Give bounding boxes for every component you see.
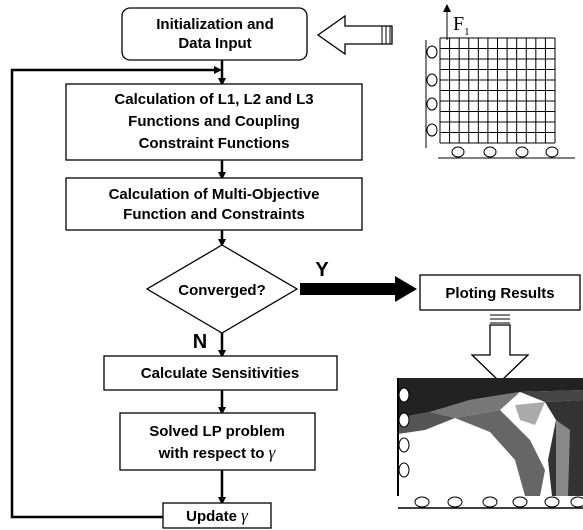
support <box>399 413 409 427</box>
support <box>516 147 528 157</box>
support <box>571 497 583 507</box>
support <box>399 388 409 402</box>
support <box>452 147 464 157</box>
result-image <box>398 378 583 508</box>
support <box>427 74 437 86</box>
material <box>556 420 570 496</box>
input-arrow <box>318 16 392 54</box>
support <box>427 124 437 136</box>
flowchart: Initialization andData Input Calculation… <box>0 0 583 530</box>
support <box>483 497 497 507</box>
support <box>427 98 437 110</box>
support <box>415 497 429 507</box>
support <box>513 497 527 507</box>
node-label: Ploting Results <box>445 285 554 302</box>
support <box>448 497 462 507</box>
node-label: Calculate Sensitivities <box>141 365 299 382</box>
arrow-tail <box>490 315 510 323</box>
node-label: Update γ <box>186 506 249 525</box>
support <box>427 46 437 58</box>
support <box>484 147 496 157</box>
support <box>399 463 409 477</box>
output-arrow <box>472 325 528 382</box>
support <box>546 147 558 157</box>
node-label: Converged? <box>178 282 266 299</box>
load-label: F1 <box>453 13 470 38</box>
support <box>399 438 409 452</box>
support <box>545 497 559 507</box>
mesh <box>426 38 575 158</box>
edge-label: Y <box>315 259 329 281</box>
edge-label: N <box>193 331 207 353</box>
